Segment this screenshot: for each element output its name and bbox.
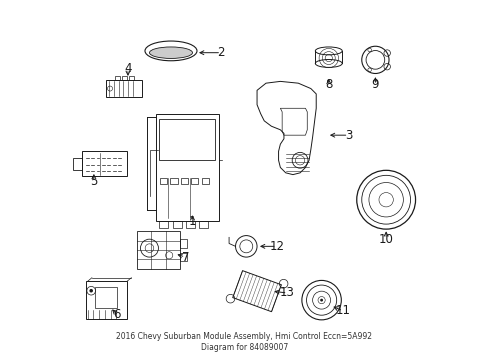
Bar	[115, 76, 120, 80]
Text: 9: 9	[371, 78, 378, 91]
Bar	[181, 178, 187, 184]
Text: 6: 6	[113, 308, 121, 321]
Bar	[159, 120, 214, 160]
Text: 10: 10	[378, 233, 393, 246]
Circle shape	[89, 289, 93, 293]
Bar	[180, 239, 187, 248]
Text: 11: 11	[335, 305, 350, 318]
Bar	[160, 178, 167, 184]
Bar	[180, 253, 187, 261]
Bar	[82, 151, 127, 176]
Text: 8: 8	[325, 78, 332, 91]
Bar	[85, 281, 127, 319]
Bar	[155, 114, 218, 221]
Text: 12: 12	[269, 240, 284, 253]
Bar	[201, 178, 208, 184]
Bar	[170, 178, 177, 184]
Bar	[191, 178, 198, 184]
Text: 2016 Chevy Suburban Module Assembly, Hmi Control Eccn=5A992
Diagram for 84089007: 2016 Chevy Suburban Module Assembly, Hmi…	[116, 332, 372, 352]
Bar	[137, 231, 180, 269]
Ellipse shape	[149, 47, 192, 58]
Circle shape	[320, 299, 323, 302]
Bar	[122, 76, 126, 80]
Bar	[95, 288, 117, 308]
Text: 13: 13	[280, 287, 294, 300]
Text: 2: 2	[217, 46, 224, 59]
Text: 3: 3	[344, 129, 351, 142]
Bar	[185, 221, 194, 228]
Bar	[199, 221, 208, 228]
Bar	[129, 76, 134, 80]
Text: 7: 7	[181, 251, 189, 264]
Text: 1: 1	[188, 215, 196, 228]
Bar	[73, 158, 82, 170]
Bar	[106, 80, 142, 97]
Bar	[172, 221, 181, 228]
Text: 5: 5	[90, 175, 98, 188]
Text: 4: 4	[124, 62, 131, 75]
Bar	[159, 221, 168, 228]
